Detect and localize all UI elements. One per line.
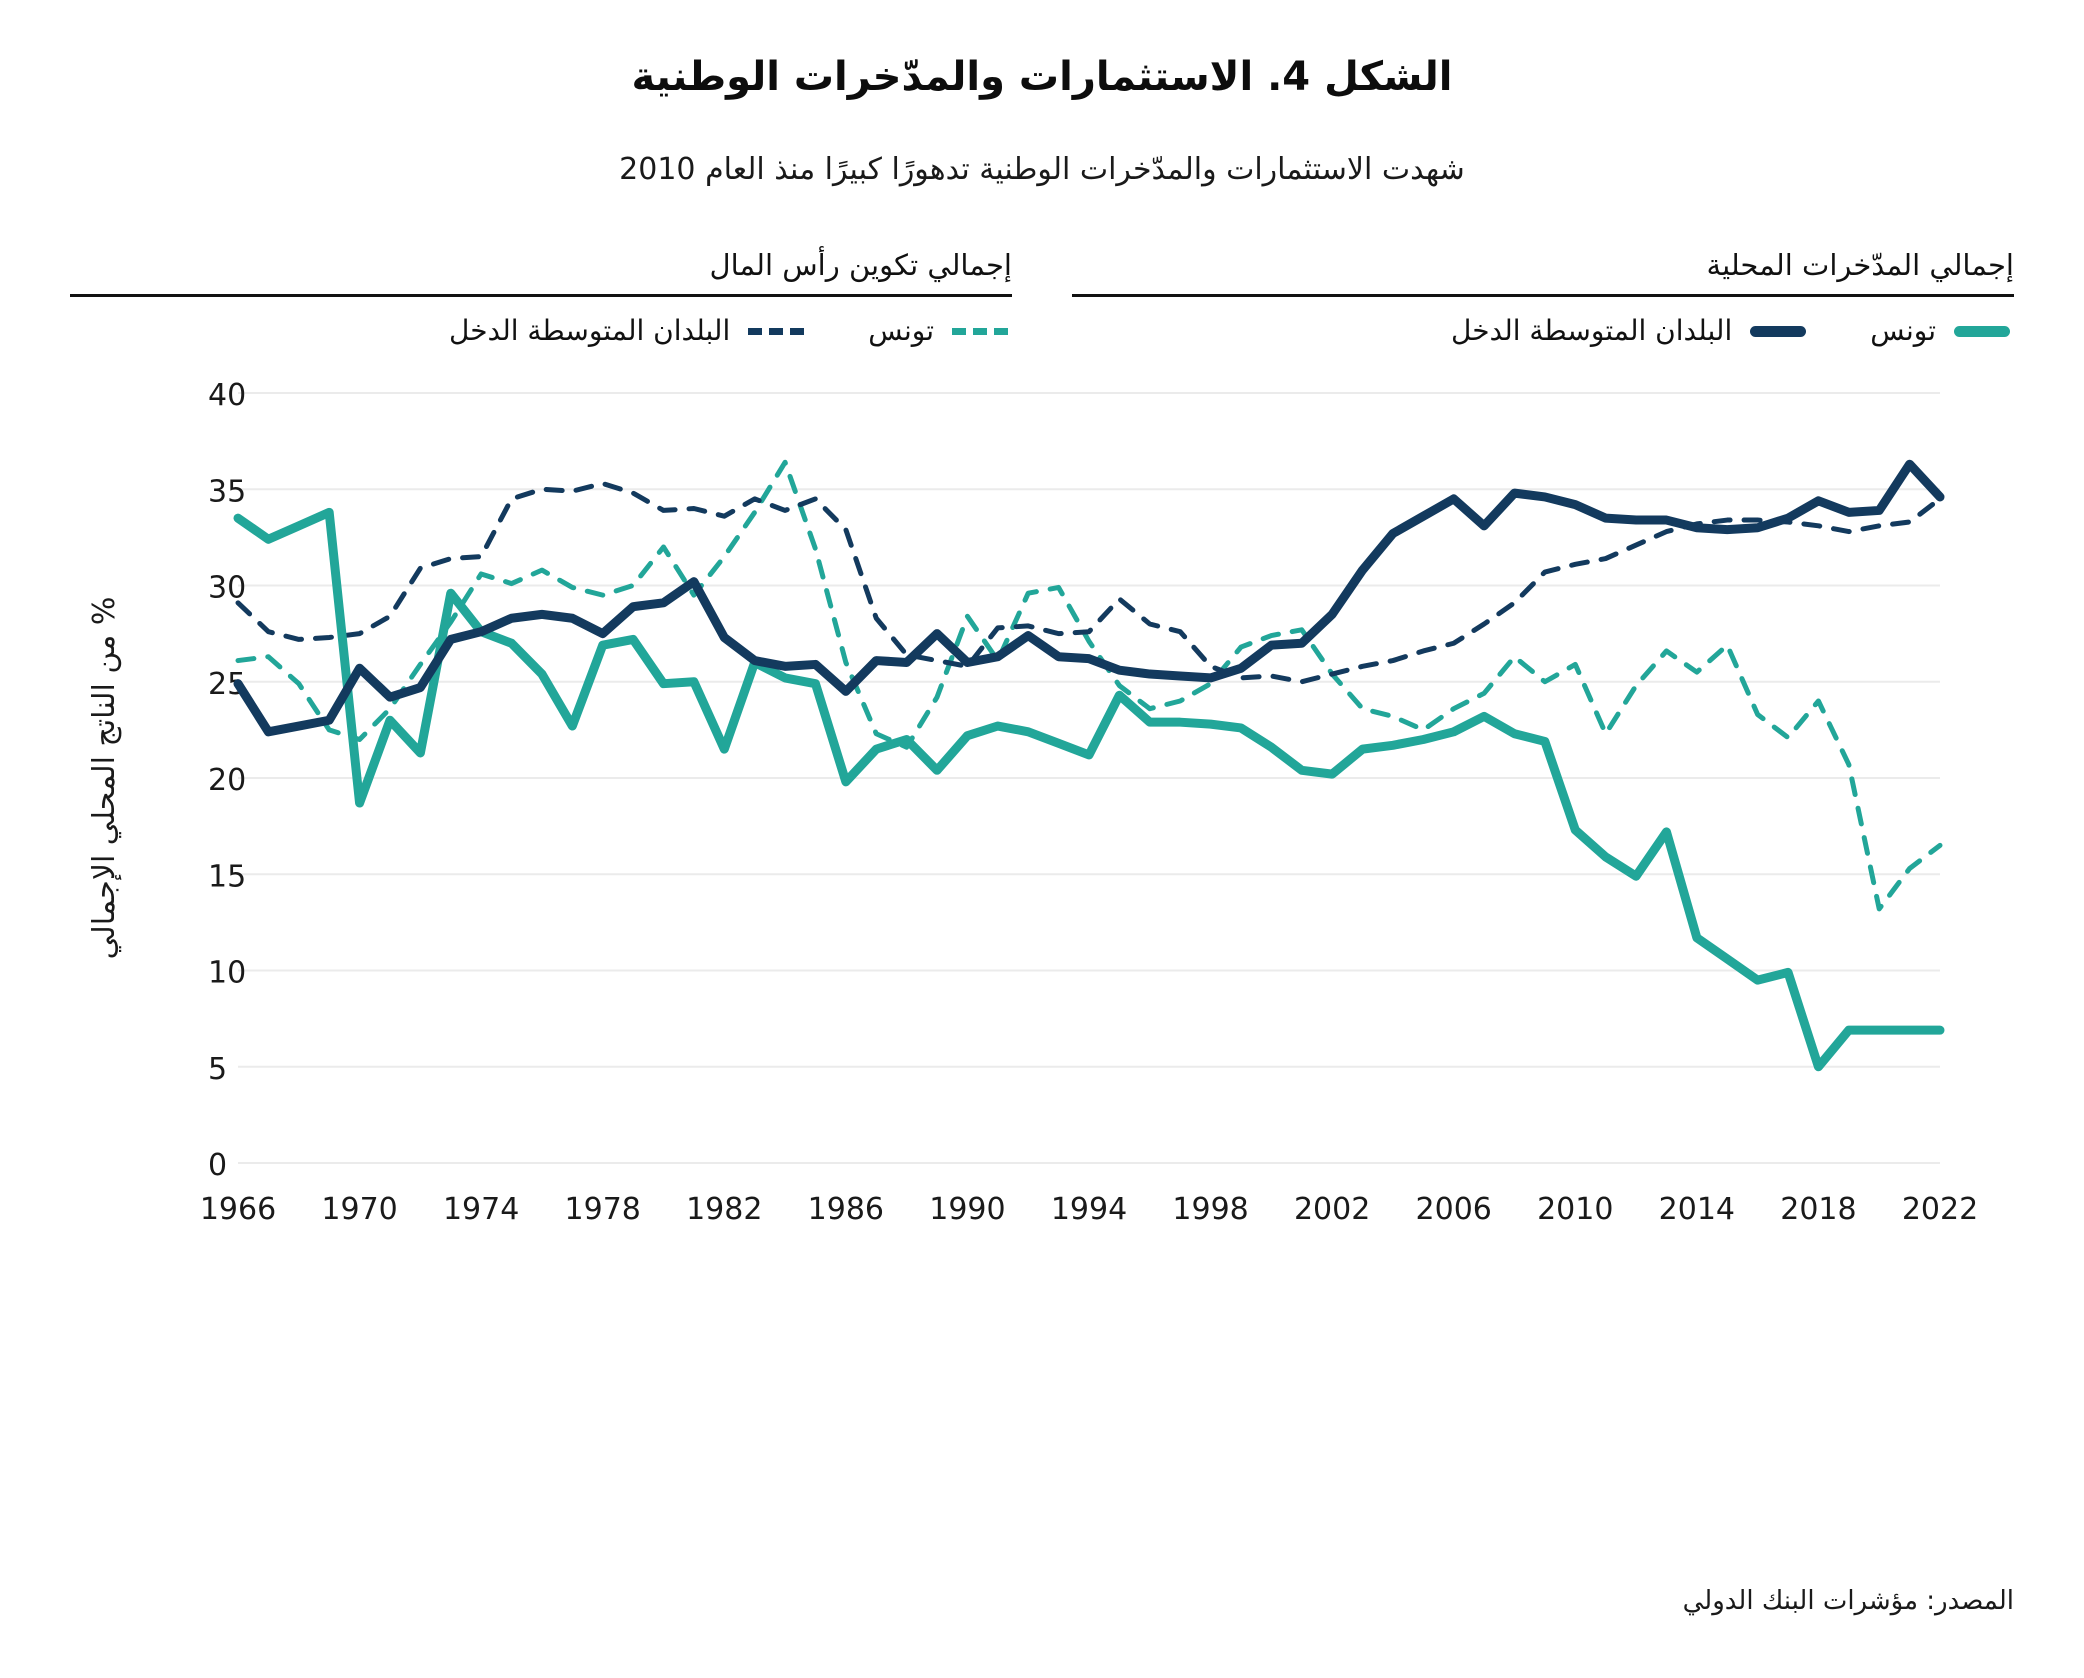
y-tick-label: 30 <box>208 571 246 606</box>
chart-legend: إجمالي المدّخرات المحلية تونس البلدان ال… <box>0 191 2084 346</box>
legend-label-middle-income-savings: البلدان المتوسطة الدخل <box>1451 314 1733 348</box>
x-tick-label: 1982 <box>686 1192 762 1227</box>
series-line <box>235 459 1943 912</box>
legend-group-domestic-savings: إجمالي المدّخرات المحلية تونس البلدان ال… <box>1072 247 2014 346</box>
x-tick-label: 1990 <box>929 1192 1005 1227</box>
series-line <box>233 459 1945 737</box>
legend-swatch-dashed-navy-icon <box>748 327 805 335</box>
y-tick-label: 5 <box>208 1052 227 1087</box>
x-tick-label: 1974 <box>443 1192 519 1227</box>
x-tick-label: 1994 <box>1051 1192 1127 1227</box>
y-tick-label: 40 <box>208 378 246 413</box>
page-title: الشكل 4. الاستثمارات والمدّخرات الوطنية <box>631 54 1453 100</box>
y-tick-label: 0 <box>208 1148 227 1183</box>
legend-items-right: تونس البلدان المتوسطة الدخل <box>70 317 1012 345</box>
y-tick-label: 10 <box>208 956 246 991</box>
x-tick-label: 1978 <box>565 1192 641 1227</box>
legend-item-tunisia-capital[interactable]: تونس <box>868 317 1008 345</box>
y-tick-label: 15 <box>208 859 246 894</box>
legend-label-tunisia-capital: تونس <box>868 314 934 348</box>
y-tick-label: 20 <box>208 763 246 798</box>
y-tick-label: 35 <box>208 474 246 509</box>
legend-swatch-solid-teal-icon <box>1954 325 2010 337</box>
x-tick-label: 1998 <box>1172 1192 1248 1227</box>
series-line <box>233 508 1945 1072</box>
legend-group-capital-formation: إجمالي تكوين رأس المال تونس البلدان المت… <box>70 247 1012 346</box>
x-axis-ticks: 1966 1970 1974 1978 1982 1986 1990 1994 1998 2002… <box>200 1192 1978 1227</box>
x-tick-label: 2010 <box>1537 1192 1613 1227</box>
x-tick-label: 2022 <box>1902 1192 1978 1227</box>
chart-container: 0 5 10 15 20 25 30 35 40 1966 1970 1974 1978 1982 198… <box>70 375 2014 1275</box>
legend-items-left: تونس البلدان المتوسطة الدخل <box>1072 317 2014 345</box>
x-tick-label: 1966 <box>200 1192 276 1227</box>
legend-divider-right <box>70 294 1012 298</box>
legend-label-middle-income-capital: البلدان المتوسطة الدخل <box>449 314 731 348</box>
legend-item-tunisia-savings[interactable]: تونس <box>1870 317 2010 345</box>
series-line <box>235 481 1943 685</box>
legend-swatch-dashed-teal-icon <box>952 327 1008 335</box>
x-tick-label: 2006 <box>1416 1192 1492 1227</box>
x-tick-label: 2002 <box>1294 1192 1370 1227</box>
chart-gridlines <box>238 392 1940 1165</box>
legend-item-middle-income-capital[interactable]: البلدان المتوسطة الدخل <box>449 314 805 348</box>
y-axis-title: % من الناتج المحلي الإجمالي <box>87 597 122 960</box>
figure-header: الشكل 4. الاستثمارات والمدّخرات الوطنية … <box>0 0 2084 191</box>
legend-swatch-solid-navy-icon <box>1750 325 1807 337</box>
figure-subtitle: شهدت الاستثمارات والمدّخرات الوطنية تدهو… <box>619 152 1465 187</box>
legend-item-middle-income-savings[interactable]: البلدان المتوسطة الدخل <box>1451 314 1807 348</box>
x-tick-label: 1986 <box>808 1192 884 1227</box>
y-axis-label: % من الناتج المحلي الإجمالي <box>87 597 122 960</box>
x-tick-label: 2018 <box>1780 1192 1856 1227</box>
legend-group-title-capital-formation: إجمالي تكوين رأس المال <box>709 247 1013 282</box>
chart-series <box>233 459 1945 1072</box>
legend-divider-left <box>1072 294 2014 298</box>
x-tick-label: 1970 <box>321 1192 397 1227</box>
source-note: المصدر: مؤشرات البنك الدولي <box>1682 1586 2014 1616</box>
legend-label-tunisia-savings: تونس <box>1870 314 1936 348</box>
legend-group-title-domestic-savings: إجمالي المدّخرات المحلية <box>1706 247 2014 282</box>
x-tick-label: 2014 <box>1659 1192 1735 1227</box>
